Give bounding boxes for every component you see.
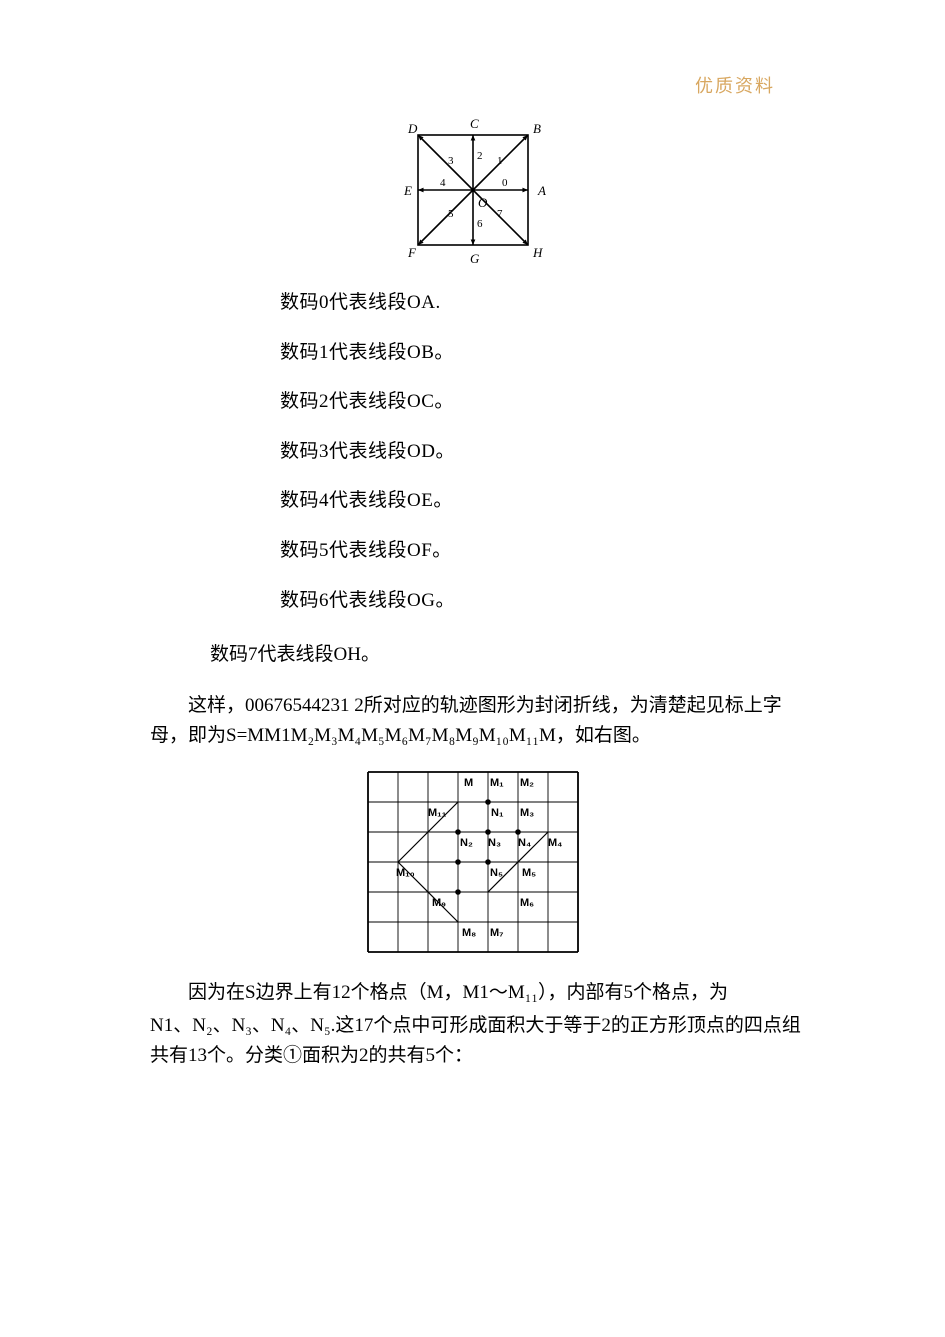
paragraph-2a: 因为在S边界上有12个格点（M，M1～M₁₁），内部有5个格点，为 <box>150 978 815 1007</box>
svg-text:M₃: M₃ <box>520 807 534 819</box>
diagram2-svg: M M₁ M₂ M₁₁ N₁ M₃ N₂ N₃ N₄ M₄ M₁₀ N₅ M₅ M₉ M₆ M₈ M₇ <box>364 768 582 956</box>
svg-text:2: 2 <box>477 150 483 162</box>
segment-line-1: 数码1代表线段OB。 <box>280 340 855 367</box>
svg-text:M₄: M₄ <box>548 837 562 849</box>
svg-text:6: 6 <box>477 218 483 230</box>
svg-text:G: G <box>470 251 480 265</box>
segment-line-6: 数码6代表线段OG。 <box>280 588 855 615</box>
segment-line-2: 数码2代表线段OC。 <box>280 389 855 416</box>
svg-text:N₃: N₃ <box>488 837 501 849</box>
svg-text:O: O <box>478 195 488 210</box>
svg-text:C: C <box>470 116 479 131</box>
svg-text:M: M <box>464 777 473 789</box>
svg-text:M₁₀: M₁₀ <box>396 867 415 879</box>
svg-text:H: H <box>532 245 543 260</box>
svg-text:M₅: M₅ <box>522 867 536 879</box>
svg-text:B: B <box>533 121 541 136</box>
diagram1-svg: A B C D E F G H O 0 1 2 34 5 6 7 <box>398 115 548 265</box>
svg-text:E: E <box>403 183 412 198</box>
svg-text:N₅: N₅ <box>490 867 503 879</box>
svg-text:M₇: M₇ <box>490 927 504 939</box>
svg-text:F: F <box>407 245 417 260</box>
svg-text:0: 0 <box>502 177 508 189</box>
diagram1-container: A B C D E F G H O 0 1 2 34 5 6 7 <box>90 115 855 265</box>
svg-text:5: 5 <box>448 208 454 220</box>
svg-text:N₂: N₂ <box>460 837 473 849</box>
segment-line-7: 数码7代表线段OH。 <box>210 639 855 666</box>
svg-text:3: 3 <box>448 155 454 167</box>
segment-line-5: 数码5代表线段OF。 <box>280 538 855 565</box>
svg-text:A: A <box>537 183 546 198</box>
svg-text:M₂: M₂ <box>520 777 534 789</box>
paragraph-1: 这样，00676544231 2所对应的轨迹图形为封闭折线，为清楚起见标上字母，… <box>150 691 815 750</box>
svg-text:M₁: M₁ <box>490 777 504 789</box>
svg-text:M₉: M₉ <box>432 897 446 909</box>
svg-text:D: D <box>407 121 418 136</box>
svg-text:N₄: N₄ <box>518 837 531 849</box>
segment-list: 数码0代表线段OA. 数码1代表线段OB。数码2代表线段OC。数码3代表线段OD。… <box>280 290 855 614</box>
svg-text:N₁: N₁ <box>491 807 504 819</box>
segment-line-0: 数码0代表线段OA. <box>280 290 855 317</box>
diagram2-container: M M₁ M₂ M₁₁ N₁ M₃ N₂ N₃ N₄ M₄ M₁₀ N₅ M₅ M₉ M₆ M₈ M₇ <box>90 768 855 956</box>
svg-text:M₆: M₆ <box>520 897 534 909</box>
watermark-text: 优质资料 <box>695 72 775 98</box>
segment-line-3: 数码3代表线段OD。 <box>280 439 855 466</box>
segment-line-4: 数码4代表线段OE。 <box>280 488 855 515</box>
svg-text:1: 1 <box>497 155 503 167</box>
paragraph-2b: N1、N₂、N₃、N₄、N₅.这17个点中可形成面积大于等于2的正方形顶点的四点… <box>150 1011 815 1070</box>
svg-text:4: 4 <box>440 177 446 189</box>
svg-text:M₈: M₈ <box>462 927 476 939</box>
svg-text:M₁₁: M₁₁ <box>428 807 447 819</box>
svg-text:7: 7 <box>497 208 503 220</box>
